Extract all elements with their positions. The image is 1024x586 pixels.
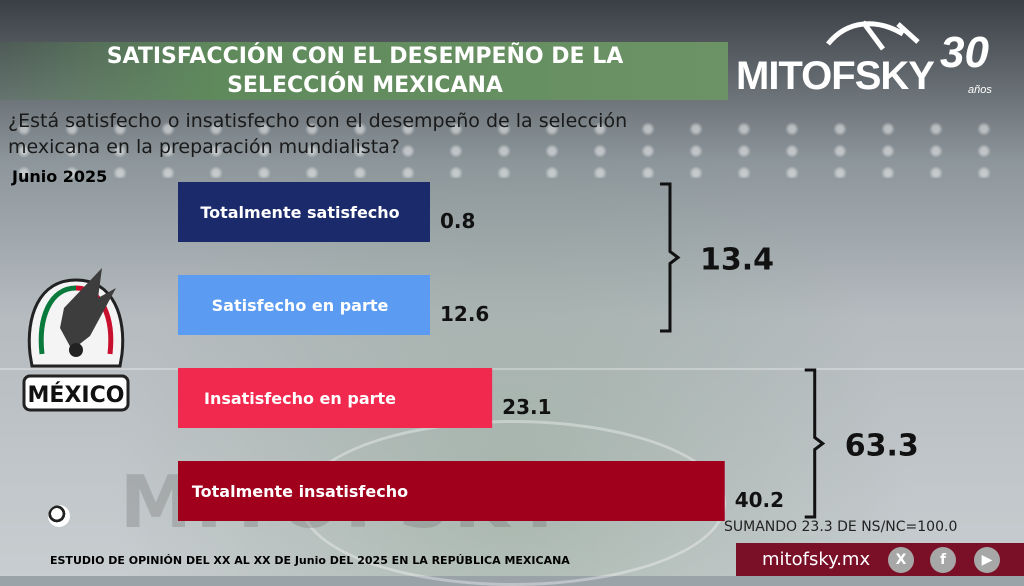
group-bracket bbox=[804, 368, 826, 519]
logo-text: MITOFSKY bbox=[736, 54, 935, 98]
survey-date: Junio 2025 bbox=[12, 167, 108, 186]
logo-anniversary-label: años bbox=[968, 84, 992, 96]
category-label: Totalmente insatisfecho bbox=[192, 482, 408, 501]
data-label: 23.1 bbox=[502, 395, 551, 419]
group-bracket bbox=[660, 182, 681, 333]
study-footnote: ESTUDIO DE OPINIÓN DEL XX AL XX DE Junio… bbox=[50, 554, 570, 567]
mexico-crest: MÉXICO bbox=[22, 268, 130, 412]
data-label: 40.2 bbox=[735, 488, 784, 512]
facebook-icon[interactable]: f bbox=[930, 547, 956, 573]
bar-insatisfecho-en-parte bbox=[178, 368, 493, 428]
footer-bar: mitofsky.mx X f ▶ bbox=[736, 543, 1024, 576]
category-label: Totalmente satisfecho bbox=[200, 203, 399, 222]
soccer-ball-icon bbox=[48, 505, 70, 527]
title-banner bbox=[0, 42, 728, 100]
youtube-icon[interactable]: ▶ bbox=[974, 547, 1000, 573]
bar-totalmente-insatisfecho bbox=[178, 461, 725, 521]
logo-anniversary: 30 bbox=[940, 28, 989, 77]
field-line bbox=[0, 368, 1024, 370]
no-response-note: SUMANDO 23.3 DE NS/NC=100.0 bbox=[724, 519, 958, 535]
data-label: 0.8 bbox=[440, 209, 475, 233]
stadium-lights bbox=[0, 118, 1024, 178]
bar-totalmente-satisfecho bbox=[178, 182, 430, 242]
category-label: Satisfecho en parte bbox=[212, 296, 389, 315]
data-label: 12.6 bbox=[440, 302, 489, 326]
bar-satisfecho-en-parte bbox=[178, 275, 430, 335]
group-total-label: 13.4 bbox=[700, 243, 774, 278]
x-icon[interactable]: X bbox=[888, 547, 914, 573]
website-link[interactable]: mitofsky.mx bbox=[762, 549, 871, 570]
brand-logo: MITOFSKY 30 años bbox=[728, 14, 1024, 102]
category-label: Insatisfecho en parte bbox=[204, 389, 396, 408]
group-total-label: 63.3 bbox=[845, 429, 919, 464]
crest-label: MÉXICO bbox=[28, 382, 125, 408]
page-title: SATISFACCIÓN CON EL DESEMPEÑO DE LA SELE… bbox=[106, 44, 624, 98]
runner-icon bbox=[826, 20, 920, 51]
survey-question: ¿Está satisfecho o insatisfecho con el d… bbox=[8, 110, 628, 158]
